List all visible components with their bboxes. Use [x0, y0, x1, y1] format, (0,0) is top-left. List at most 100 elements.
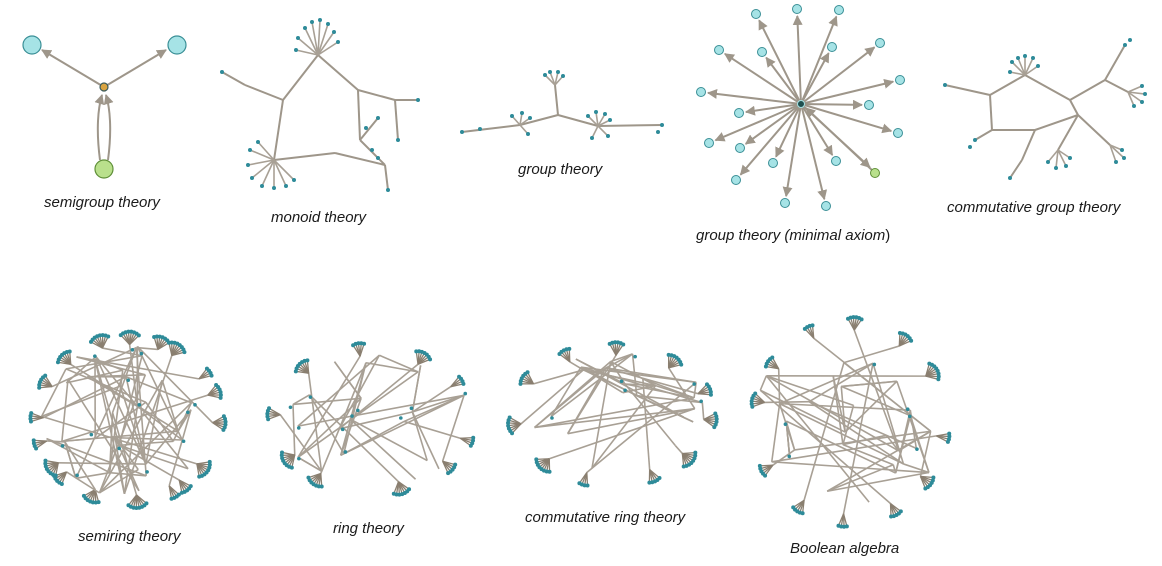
graph-edge	[759, 464, 773, 467]
graph-edge	[624, 383, 656, 387]
gm-arrow	[800, 52, 830, 105]
graph-leaf	[67, 349, 72, 354]
gm-node	[714, 45, 724, 55]
graph-edge	[580, 366, 624, 394]
gm-node	[780, 198, 790, 208]
graph-leaf	[714, 417, 719, 422]
gm-node	[792, 4, 802, 14]
graph-leaf	[93, 500, 98, 505]
graph-leaf	[288, 405, 293, 410]
graph-leaf	[296, 426, 301, 430]
graph-edge	[903, 463, 930, 474]
graph-edge	[842, 443, 894, 466]
monoid-edge	[282, 54, 319, 101]
monoid-leaves	[220, 70, 420, 192]
graph-leaf	[633, 354, 637, 359]
graph-leaf	[585, 483, 590, 488]
graph-edge	[771, 435, 937, 463]
gm-arrow	[758, 19, 802, 105]
graph-edge	[792, 499, 805, 508]
graph-edge	[142, 379, 163, 414]
graph-edge	[46, 440, 66, 443]
graph-leaf	[193, 403, 197, 407]
graph-edge	[297, 355, 361, 458]
semigroup-node-right	[167, 35, 187, 55]
graph-edge	[75, 471, 110, 480]
graph-edge	[853, 319, 863, 331]
graph-edge	[64, 441, 96, 490]
graph-edge	[840, 385, 911, 417]
graph-edge	[308, 472, 322, 479]
graph-edge	[765, 375, 900, 452]
graph-edge	[667, 367, 696, 410]
gm-arrow	[714, 103, 802, 142]
caption-boolean: Boolean algebra	[790, 540, 899, 557]
graph-leaf	[567, 346, 572, 351]
graph-edge	[919, 476, 926, 489]
cg-fan-1	[1008, 54, 1040, 76]
graph-edge	[340, 420, 405, 457]
graph-edge	[207, 394, 221, 399]
graph-leaf	[446, 471, 451, 476]
gm-arrow	[706, 88, 802, 105]
graph-edge	[70, 363, 179, 432]
gm-arrow	[739, 103, 802, 176]
caption-semigroup: semigroup theory	[44, 194, 161, 211]
graph-leaf	[139, 351, 144, 356]
graph-edge	[128, 344, 139, 407]
graph-edge	[297, 394, 465, 427]
graph-leaf	[267, 406, 272, 411]
graph-leaf	[923, 486, 928, 491]
graph-leaf	[708, 389, 713, 394]
graph-leaf	[712, 425, 717, 430]
gm-arrow	[800, 103, 828, 201]
graph-edge	[58, 461, 146, 465]
graph-edge	[674, 445, 683, 455]
graph-edge	[46, 437, 111, 474]
graph-edge	[212, 422, 224, 431]
graph-leaf	[137, 403, 142, 407]
graph-leaf	[783, 422, 788, 427]
graph-edge	[108, 412, 114, 473]
graph-edge	[765, 375, 870, 503]
graph-leaf	[872, 362, 877, 367]
graph-edge	[359, 343, 365, 357]
gm-arrow	[782, 103, 802, 198]
graph-leaf	[810, 323, 815, 328]
monoid-edge	[334, 152, 386, 166]
gm-node	[768, 158, 778, 168]
group-graph	[460, 70, 664, 140]
gm-arrow	[800, 15, 838, 105]
monoid-edge	[317, 54, 359, 91]
gm-hub-node	[797, 100, 805, 108]
graph-leaf	[391, 491, 396, 496]
graph-edge	[297, 456, 322, 472]
graph-edge	[44, 375, 53, 387]
gm-arrow	[724, 53, 802, 105]
graph-leaf	[791, 505, 796, 510]
graph-edge	[98, 413, 145, 494]
graph-leaf	[306, 475, 311, 480]
monoid-edge	[359, 117, 379, 141]
graph-leaf	[356, 341, 361, 346]
graph-edge	[668, 364, 682, 369]
graph-leaf	[414, 349, 419, 354]
graph-leaf	[851, 315, 856, 320]
caption-commutative-ring: commutative ring theory	[525, 509, 687, 526]
graph-leaf	[319, 484, 324, 489]
graph-edge	[349, 418, 428, 462]
graph-edge	[605, 367, 699, 395]
graph-leaf	[399, 416, 403, 420]
caption-monoid: monoid theory	[271, 209, 368, 226]
gm-node	[864, 100, 874, 110]
gm-node	[827, 42, 837, 52]
graph-leaf	[947, 431, 952, 436]
graph-edge	[534, 397, 695, 429]
graph-leaf	[130, 347, 135, 352]
graph-edge	[450, 383, 464, 388]
graph-edge	[778, 403, 796, 451]
gm-node	[735, 143, 745, 153]
gm-arrow-in	[805, 107, 875, 173]
graph-leaf	[31, 438, 36, 443]
graph-edge	[770, 403, 781, 462]
